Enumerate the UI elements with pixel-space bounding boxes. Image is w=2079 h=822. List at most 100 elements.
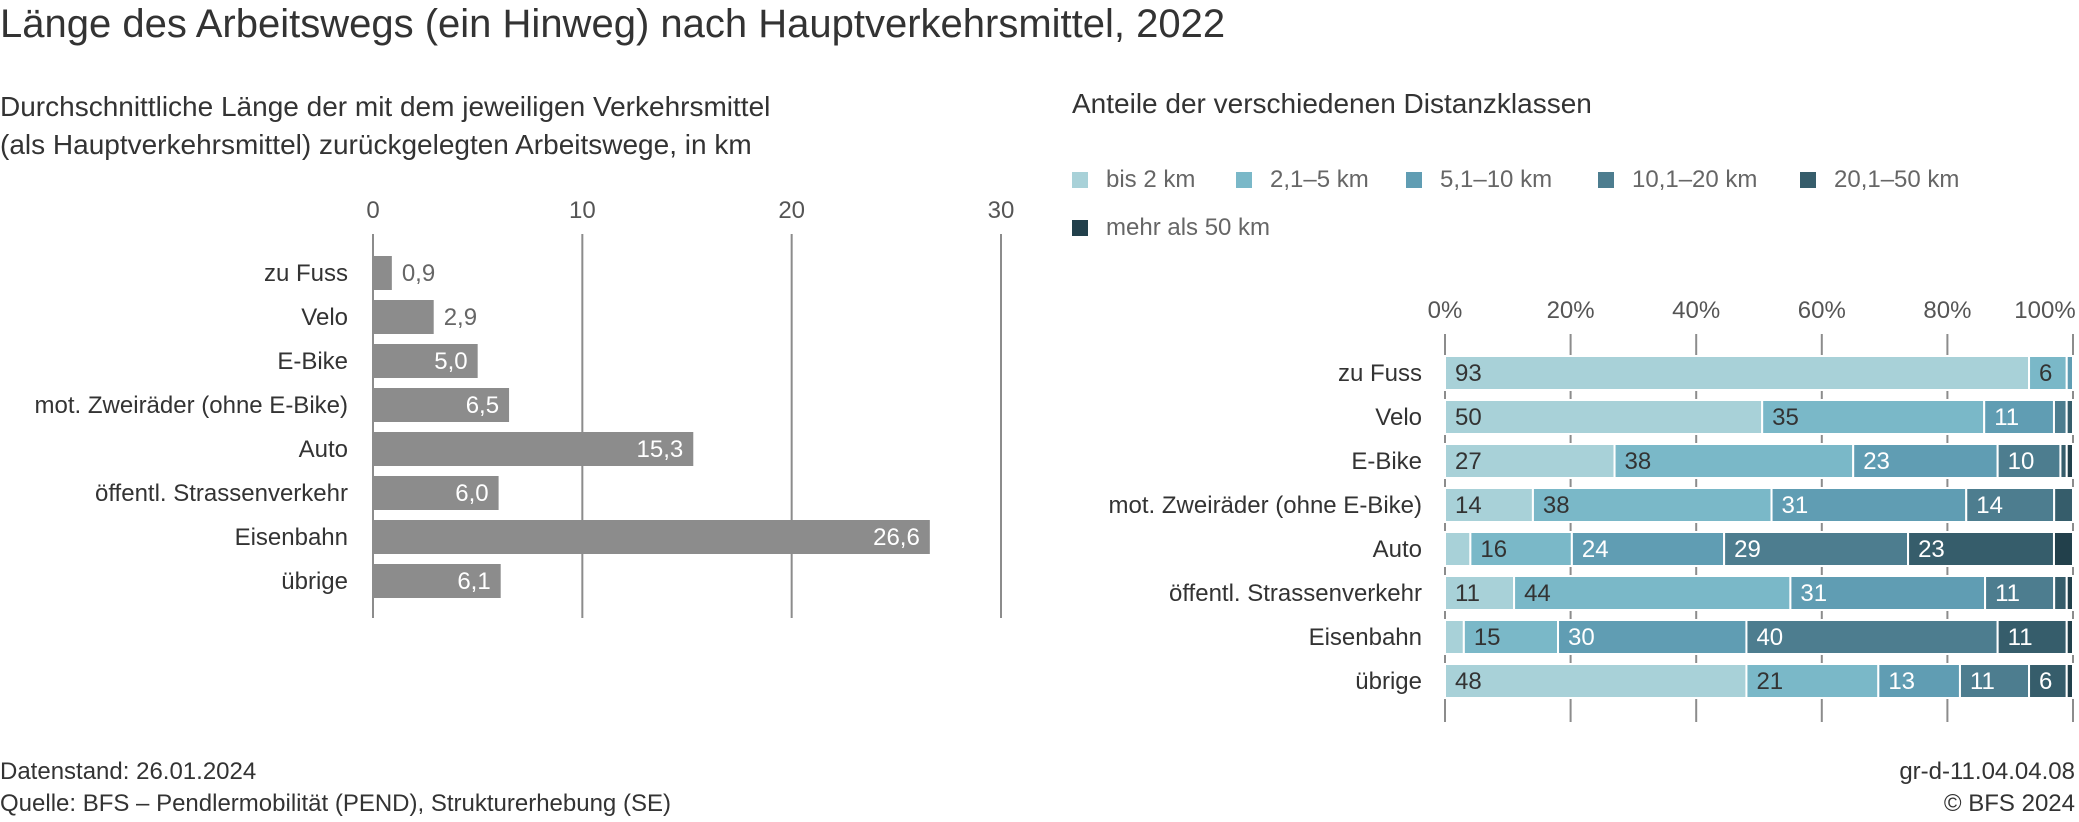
- data-label: 15,3: [637, 436, 684, 463]
- right-chart-subtitle: Anteile der verschiedenen Distanzklassen: [1072, 88, 1592, 119]
- bar-segment: [1613, 443, 1855, 479]
- data-label: 14: [1455, 492, 1482, 519]
- bar-segment: [1745, 619, 1999, 655]
- bar-segment: [1852, 443, 1999, 479]
- category-label: öffentl. Strassenverkehr: [1169, 580, 1422, 607]
- data-label: 27: [1455, 448, 1482, 475]
- category-label: Auto: [1373, 536, 1422, 563]
- category-label: zu Fuss: [264, 260, 348, 287]
- bar-segment: [1996, 443, 2062, 479]
- bar-segment: [1444, 487, 1534, 523]
- bar-segment: [1444, 355, 2031, 391]
- legend-swatch: [1236, 172, 1252, 188]
- data-label: 10: [2008, 448, 2035, 475]
- bar: [373, 388, 510, 422]
- x-tick-label: 60%: [1798, 297, 1846, 324]
- data-label: 50: [1455, 404, 1482, 431]
- bar-segment: [2065, 399, 2074, 435]
- category-label: Eisenbahn: [1309, 624, 1422, 651]
- data-label: 2,9: [444, 304, 477, 331]
- x-tick-label: 80%: [1923, 297, 1971, 324]
- data-label: 31: [1782, 492, 1809, 519]
- x-tick-label: 30: [988, 197, 1015, 224]
- bar: [373, 256, 392, 290]
- data-label: 6,0: [455, 480, 488, 507]
- bar-segment: [2065, 663, 2074, 699]
- bar-segment: [1444, 619, 1465, 655]
- category-label: Velo: [1375, 404, 1422, 431]
- x-tick-label: 0: [366, 197, 379, 224]
- data-label: 14: [1976, 492, 2003, 519]
- bar: [373, 344, 478, 378]
- legend-swatch: [1598, 172, 1614, 188]
- bar-segment: [1907, 531, 2055, 567]
- legend-label: bis 2 km: [1106, 166, 1196, 193]
- legend-swatch: [1072, 172, 1088, 188]
- data-label: 6: [2039, 668, 2052, 695]
- left-chart-subtitle: Durchschnittliche Länge der mit dem jewe…: [0, 91, 771, 160]
- data-label: 13: [1888, 668, 1915, 695]
- bar: [373, 520, 930, 554]
- data-label: 29: [1734, 536, 1761, 563]
- bar: [373, 432, 694, 466]
- legend-swatch: [1800, 172, 1816, 188]
- bar-segment: [1789, 575, 1987, 611]
- x-tick-label: 10: [569, 197, 596, 224]
- legend-item: 5,1–10 km: [1406, 166, 1552, 194]
- data-label: 11: [1994, 404, 2019, 431]
- x-tick-label: 0%: [1428, 297, 1463, 324]
- category-label: Velo: [301, 304, 348, 331]
- bar: [373, 300, 434, 334]
- category-label: Auto: [299, 436, 348, 463]
- bar-segment: [2052, 531, 2075, 567]
- data-label: 0,9: [402, 260, 435, 287]
- bar-segment: [2053, 487, 2074, 523]
- data-label: 6,1: [457, 568, 490, 595]
- category-label: übrige: [281, 568, 348, 595]
- data-label: 11: [1455, 580, 1480, 607]
- category-label: mot. Zweiräder (ohne E-Bike): [35, 392, 348, 419]
- category-label: Eisenbahn: [235, 524, 348, 551]
- data-label: 16: [1480, 536, 1507, 563]
- category-label: mot. Zweiräder (ohne E-Bike): [1109, 492, 1422, 519]
- x-tick-label: 40%: [1672, 297, 1720, 324]
- footer-copyright: © BFS 2024: [1943, 790, 2075, 817]
- data-label: 31: [1800, 580, 1827, 607]
- data-label: 93: [1455, 360, 1482, 387]
- chart-title: Länge des Arbeitswegs (ein Hinweg) nach …: [0, 2, 1226, 46]
- bar-segment: [2065, 443, 2074, 479]
- data-label: 48: [1455, 668, 1482, 695]
- bar-segment: [1444, 443, 1616, 479]
- data-label: 11: [1970, 668, 1995, 695]
- bar-segment: [2052, 399, 2068, 435]
- legend-label: 2,1–5 km: [1270, 166, 1369, 193]
- bar-segment: [1462, 619, 1560, 655]
- legend-label: mehr als 50 km: [1106, 214, 1271, 241]
- category-label: übrige: [1355, 668, 1422, 695]
- data-label: 23: [1863, 448, 1890, 475]
- x-tick-label: 100%: [2014, 297, 2075, 324]
- data-label: 35: [1772, 404, 1799, 431]
- legend-item: 2,1–5 km: [1236, 166, 1369, 194]
- category-label: E-Bike: [277, 348, 348, 375]
- data-label: 6,5: [466, 392, 499, 419]
- data-label: 23: [1918, 536, 1945, 563]
- bar-segment: [2065, 575, 2074, 611]
- legend-label: 10,1–20 km: [1632, 166, 1758, 193]
- legend-item: mehr als 50 km: [1072, 214, 1270, 242]
- data-label: 44: [1524, 580, 1551, 607]
- bar: [373, 564, 501, 598]
- data-label: 40: [1756, 624, 1783, 651]
- bar-segment: [1513, 575, 1792, 611]
- data-label: 38: [1625, 448, 1652, 475]
- bar-segment: [1570, 531, 1726, 567]
- bar-segment: [1958, 663, 2031, 699]
- data-label: 38: [1543, 492, 1570, 519]
- legend-swatch: [1406, 172, 1422, 188]
- legend-label: 5,1–10 km: [1440, 166, 1553, 193]
- data-label: 24: [1582, 536, 1609, 563]
- bar-segment: [1965, 487, 2056, 523]
- category-label: öffentl. Strassenverkehr: [95, 480, 348, 507]
- legend-item: 10,1–20 km: [1598, 166, 1757, 194]
- data-label: 15: [1474, 624, 1501, 651]
